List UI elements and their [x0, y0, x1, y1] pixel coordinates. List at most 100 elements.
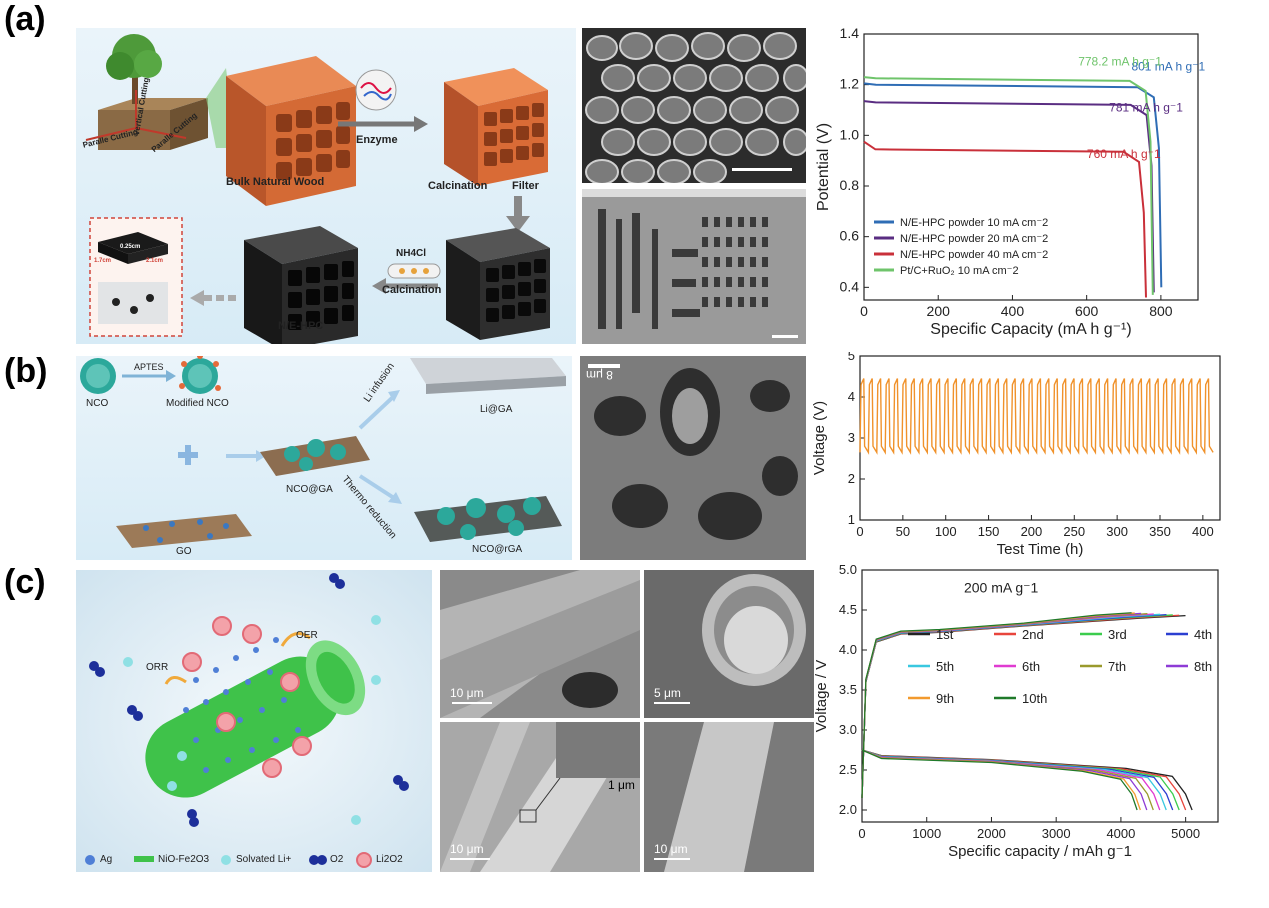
series-line-3: [863, 140, 1147, 298]
oer-label: OER: [296, 630, 318, 641]
y-tick-label: 1.0: [840, 126, 860, 142]
sem-image-a-bottom: [582, 189, 806, 344]
legend-entry-1: N/E-HPC powder 10 mA cm⁻2: [900, 217, 1048, 229]
x-tick-label: 200: [927, 303, 951, 319]
enzyme-label: Enzyme: [356, 134, 398, 146]
legend-entry-c-1: 1st: [936, 627, 954, 642]
x-tick-label: 3000: [1042, 826, 1071, 841]
x-tick-label: 50: [896, 524, 910, 539]
y-axis-label-c: Voltage / V: [813, 660, 830, 733]
plot-frame: [861, 569, 1219, 823]
sem-image-c-4: 10 μm: [644, 722, 814, 872]
legend-entry-c-6: 6th: [1022, 659, 1040, 674]
x-tick-label: 0: [856, 524, 863, 539]
calcination-label-2: Calcination: [382, 284, 442, 296]
legend-entry-2: N/E-HPC powder 20 mA cm⁻2: [900, 233, 1048, 245]
sem-image-b: 8 μm: [580, 356, 806, 560]
x-tick-label: 0: [858, 826, 865, 841]
legend-entry-c-5: 5th: [936, 659, 954, 674]
x-tick-label: 200: [1021, 524, 1043, 539]
plot-frame: [863, 33, 1199, 301]
x-tick-label: 400: [1192, 524, 1214, 539]
x-tick-label: 250: [1063, 524, 1085, 539]
legend-o2: O2: [330, 854, 344, 865]
y-tick-label: 3.5: [839, 682, 857, 697]
y-tick-label: 5: [848, 352, 855, 363]
channel-texture: [582, 189, 806, 344]
series-line-2: [863, 100, 1155, 293]
legend-li2o2: Li2O2: [376, 854, 403, 865]
panel-label-c: (c): [4, 563, 46, 601]
sem-image-c-1: 10 μm: [440, 570, 640, 718]
legend-entry-c-2: 2nd: [1022, 627, 1044, 642]
nco-ga-label: NCO@GA: [286, 484, 333, 495]
charge-curve-10: [861, 612, 1132, 799]
legend-nio-fe2o3: NiO-Fe2O3: [158, 854, 210, 865]
product-label: N/E-HPC: [278, 320, 324, 332]
cycling-voltage-line: [859, 378, 1214, 455]
tube-texture: [644, 570, 814, 718]
chart-cycling-voltage: 0 50 100 150 200 250 300 350 400 1 2 3 4 5 Test Time (…: [808, 348, 1228, 566]
chart-c-title: 200 mA g⁻1: [964, 579, 1039, 595]
chart-a-svg: 0 200 400 600 800 0.4 0.6 0.8 1.0 1.2 1.4 Specific …: [815, 25, 1205, 338]
orr-label: ORR: [146, 662, 169, 673]
y-axis-label-a: Potential (V): [815, 123, 832, 211]
schematic-a: Paralle Cutting Paralle Cutting Vertical…: [76, 28, 576, 344]
sem-c4-scale: 10 μm: [654, 842, 688, 856]
legend-solvated-li: Solvated Li+: [236, 854, 292, 865]
dimension-label-2: 1.7cm: [94, 258, 112, 264]
sem-c1-scale: 10 μm: [450, 686, 484, 700]
x-tick-label: 800: [1149, 303, 1173, 319]
y-tick-label: 4: [848, 389, 855, 404]
x-tick-label: 600: [1075, 303, 1099, 319]
y-tick-label: 2.0: [839, 802, 857, 817]
x-tick-label: 5000: [1171, 826, 1200, 841]
y-tick-label: 1.4: [840, 26, 860, 41]
y-tick-label: 0.6: [840, 228, 860, 244]
y-tick-label: 0.8: [840, 177, 860, 193]
schematic-a-art: [85, 34, 550, 344]
x-tick-label: 4000: [1106, 826, 1135, 841]
x-tick-label: 300: [1106, 524, 1128, 539]
annotation-2: 781 mA h g⁻1: [1109, 100, 1183, 114]
porous-texture: [580, 356, 806, 560]
discharge-curve-10: [861, 749, 1138, 811]
annotation-3: 760 mA h g⁻1: [1087, 147, 1161, 161]
dimension-label-3: 2.1cm: [146, 258, 164, 264]
x-tick-label: 0: [860, 303, 868, 319]
x-tick-label: 100: [935, 524, 957, 539]
legend-entry-3: N/E-HPC powder 40 mA cm⁻2: [900, 249, 1048, 261]
li-ga-label: Li@GA: [480, 404, 513, 415]
chart-charge-discharge: 0 1000 2000 3000 4000 5000 2.0 2.5 3.0 3.5 4.0 4.5 5…: [808, 562, 1228, 892]
filter-label: Filter: [512, 180, 539, 192]
panel-label-b: (b): [4, 352, 48, 390]
y-tick-label: 0.4: [840, 278, 860, 294]
y-tick-label: 4.0: [839, 642, 857, 657]
nh4cl-label: NH4Cl: [396, 248, 427, 259]
x-tick-label: 150: [978, 524, 1000, 539]
legend-entry-c-9: 9th: [936, 691, 954, 706]
x-axis-label-a: Specific Capacity (mA h g⁻¹): [930, 321, 1131, 338]
sem-b-scale: 8 μm: [586, 368, 613, 382]
legend-ag: Ag: [100, 854, 113, 865]
dimension-label-1: 0.25cm: [120, 244, 141, 250]
chart-discharge-capacity: 0 200 400 600 800 0.4 0.6 0.8 1.0 1.2 1.4 Specific …: [808, 25, 1208, 352]
calcination-label-1: Calcination: [428, 180, 488, 192]
nco-label: NCO: [86, 398, 109, 409]
sem-image-c-2: 5 μm: [644, 570, 814, 718]
x-axis-label-c: Specific capacity / mAh g⁻1: [948, 843, 1132, 860]
fiber-texture: [440, 722, 640, 872]
y-tick-label: 5.0: [839, 562, 857, 577]
series-line-4: [863, 76, 1154, 295]
schematic-b: APTES NCO Modified NCO Li infusion Li@GA…: [76, 356, 572, 560]
chart-c-svg: 0 1000 2000 3000 4000 5000 2.0 2.5 3.0 3.5 4.0 4.5 5…: [813, 562, 1219, 860]
nco-rga-label: NCO@rGA: [472, 544, 523, 555]
legend-entry-c-4: 4th: [1194, 627, 1212, 642]
y-tick-label: 2: [848, 471, 855, 486]
x-tick-label: 350: [1149, 524, 1171, 539]
sem-c3-inset-scale: 1 μm: [608, 778, 635, 792]
x-axis-label-b: Test Time (h): [997, 541, 1084, 558]
legend-entry-c-3: 3rd: [1108, 627, 1127, 642]
chart-b-svg: 0 50 100 150 200 250 300 350 400 1 2 3 4 5 Test Time (…: [811, 348, 1221, 558]
x-tick-label: 1000: [912, 826, 941, 841]
